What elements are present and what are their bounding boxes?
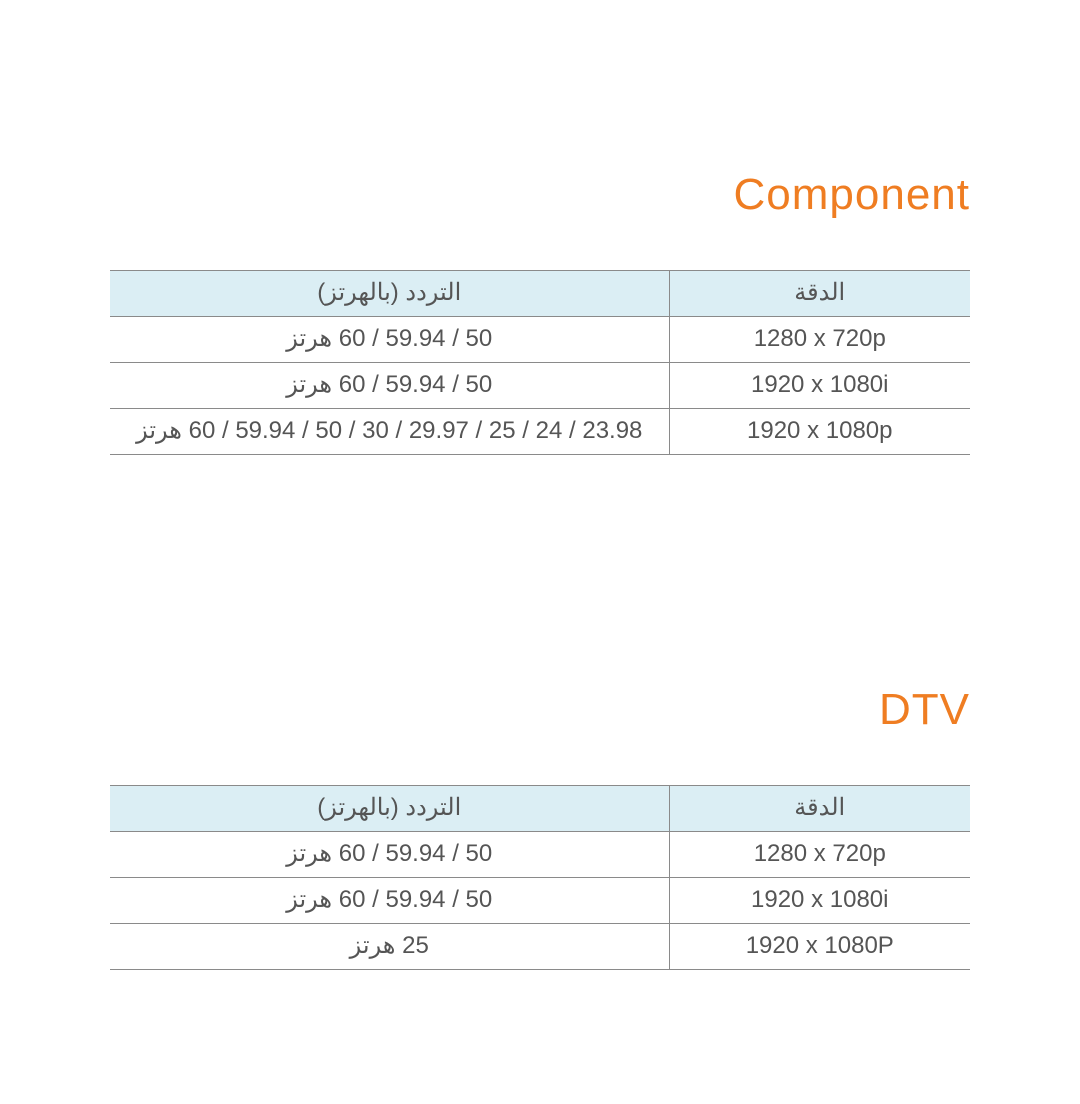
col-header-resolution: الدقة xyxy=(669,271,970,317)
cell-frequency: 23.98 / 24 / 25 / 29.97 / 30 / 50 / 59.9… xyxy=(110,409,669,455)
col-header-frequency: التردد (بالهرتز) xyxy=(110,271,669,317)
table-header-row: التردد (بالهرتز) الدقة xyxy=(110,786,970,832)
section-component: Component التردد (بالهرتز) الدقة 50 / 59… xyxy=(0,170,1080,455)
section-dtv: DTV التردد (بالهرتز) الدقة 50 / 59.94 / … xyxy=(0,685,1080,970)
dtv-table: التردد (بالهرتز) الدقة 50 / 59.94 / 60 ه… xyxy=(110,785,970,970)
table-row: 25 هرتز 1920 x 1080P xyxy=(110,924,970,970)
cell-frequency: 50 / 59.94 / 60 هرتز xyxy=(110,878,669,924)
col-header-resolution: الدقة xyxy=(669,786,970,832)
table-row: 50 / 59.94 / 60 هرتز 1920 x 1080i xyxy=(110,363,970,409)
cell-frequency: 50 / 59.94 / 60 هرتز xyxy=(110,832,669,878)
cell-resolution: 1920 x 1080i xyxy=(669,363,970,409)
table-row: 23.98 / 24 / 25 / 29.97 / 30 / 50 / 59.9… xyxy=(110,409,970,455)
table-header-row: التردد (بالهرتز) الدقة xyxy=(110,271,970,317)
cell-resolution: 1280 x 720p xyxy=(669,832,970,878)
page: Component التردد (بالهرتز) الدقة 50 / 59… xyxy=(0,0,1080,970)
table-row: 50 / 59.94 / 60 هرتز 1280 x 720p xyxy=(110,832,970,878)
cell-resolution: 1920 x 1080p xyxy=(669,409,970,455)
col-header-frequency: التردد (بالهرتز) xyxy=(110,786,669,832)
cell-resolution: 1920 x 1080P xyxy=(669,924,970,970)
component-table: التردد (بالهرتز) الدقة 50 / 59.94 / 60 ه… xyxy=(110,270,970,455)
cell-frequency: 50 / 59.94 / 60 هرتز xyxy=(110,363,669,409)
table-row: 50 / 59.94 / 60 هرتز 1920 x 1080i xyxy=(110,878,970,924)
section-title-dtv: DTV xyxy=(0,685,1080,735)
cell-frequency: 25 هرتز xyxy=(110,924,669,970)
cell-resolution: 1280 x 720p xyxy=(669,317,970,363)
cell-frequency: 50 / 59.94 / 60 هرتز xyxy=(110,317,669,363)
cell-resolution: 1920 x 1080i xyxy=(669,878,970,924)
table-row: 50 / 59.94 / 60 هرتز 1280 x 720p xyxy=(110,317,970,363)
section-title-component: Component xyxy=(0,170,1080,220)
